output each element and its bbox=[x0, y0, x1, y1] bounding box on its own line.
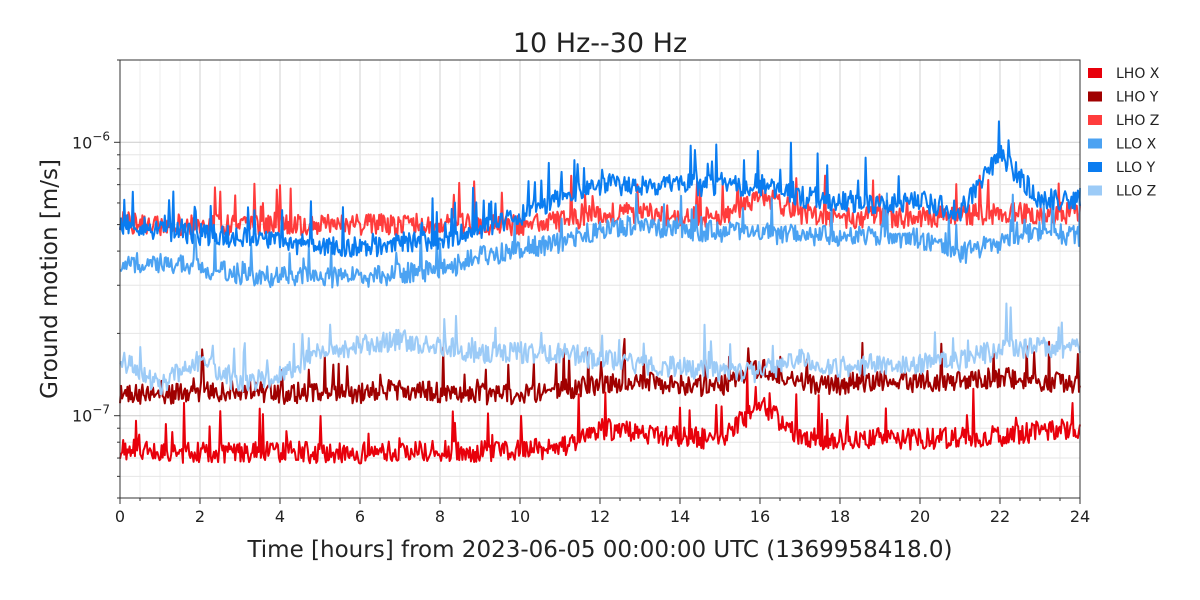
x-axis: 0 2 4 6 8 10 12 14 16 18 20 22 24 bbox=[115, 498, 1090, 526]
series-lho-z bbox=[119, 174, 1081, 237]
legend-label: LHO Y bbox=[1116, 90, 1159, 106]
legend: LHO X LHO Y LHO Z LLO X LLO Y LLO Z bbox=[1088, 66, 1160, 200]
legend-label: LLO Y bbox=[1116, 160, 1156, 176]
x-tick-label: 22 bbox=[990, 507, 1010, 526]
legend-item: LHO X bbox=[1088, 66, 1160, 82]
x-tick-label: 2 bbox=[195, 507, 205, 526]
series-layer bbox=[119, 120, 1081, 465]
legend-item: LHO Y bbox=[1088, 90, 1159, 106]
legend-swatch bbox=[1088, 91, 1102, 102]
series-lho-x bbox=[119, 369, 1081, 465]
chart-title: 10 Hz--30 Hz bbox=[513, 28, 687, 59]
series-line bbox=[119, 369, 1081, 465]
legend-swatch bbox=[1088, 185, 1102, 196]
x-axis-label: Time [hours] from 2023-06-05 00:00:00 UT… bbox=[246, 537, 952, 563]
legend-swatch bbox=[1088, 115, 1102, 125]
x-tick-label: 18 bbox=[830, 507, 850, 526]
legend-item: LHO Z bbox=[1088, 113, 1159, 129]
y-axis: 10−7 10−6 bbox=[72, 59, 120, 499]
x-tick-label: 12 bbox=[590, 507, 610, 526]
series-line bbox=[119, 120, 1081, 258]
legend-label: LHO X bbox=[1116, 66, 1160, 82]
legend-swatch bbox=[1088, 138, 1102, 149]
legend-label: LHO Z bbox=[1116, 113, 1159, 129]
series-lho-y bbox=[119, 337, 1081, 406]
y-tick-label: 10−7 bbox=[72, 403, 110, 426]
legend-label: LLO Z bbox=[1116, 184, 1156, 200]
series-line bbox=[119, 337, 1081, 406]
legend-label: LLO X bbox=[1116, 137, 1157, 153]
x-tick-label: 24 bbox=[1070, 507, 1090, 526]
legend-swatch bbox=[1088, 162, 1102, 172]
y-tick-label: 10−6 bbox=[72, 129, 110, 152]
y-axis-label: Ground motion [m/s] bbox=[37, 159, 63, 399]
x-tick-label: 20 bbox=[910, 507, 930, 526]
series-line bbox=[119, 187, 1081, 289]
series-llo-y bbox=[119, 120, 1081, 258]
series-line bbox=[119, 174, 1081, 237]
legend-item: LLO Y bbox=[1088, 160, 1156, 176]
series-llo-z bbox=[119, 302, 1081, 396]
legend-item: LLO Z bbox=[1088, 184, 1156, 200]
x-tick-label: 8 bbox=[435, 507, 445, 526]
x-tick-label: 4 bbox=[275, 507, 285, 526]
x-tick-label: 0 bbox=[115, 507, 125, 526]
series-line bbox=[119, 302, 1081, 396]
legend-swatch bbox=[1088, 68, 1102, 78]
x-tick-label: 14 bbox=[670, 507, 690, 526]
x-tick-label: 6 bbox=[355, 507, 365, 526]
x-tick-label: 10 bbox=[510, 507, 530, 526]
legend-item: LLO X bbox=[1088, 137, 1157, 153]
series-llo-x bbox=[119, 187, 1081, 289]
x-tick-label: 16 bbox=[750, 507, 770, 526]
